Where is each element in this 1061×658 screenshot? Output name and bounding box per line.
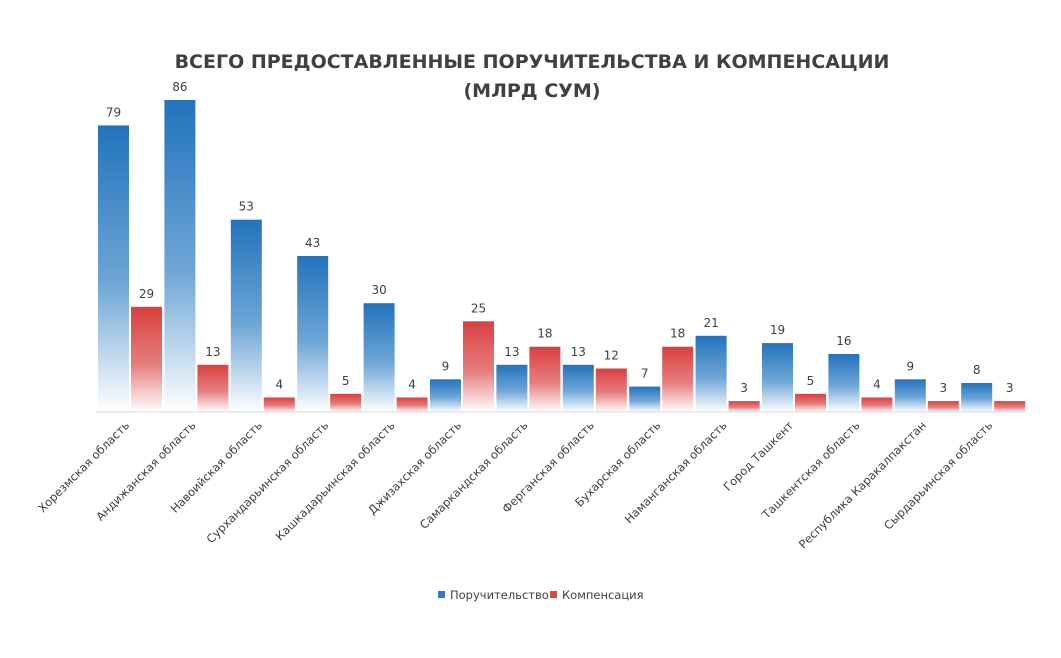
value-label-poruchitelstvo-8: 7 bbox=[641, 367, 649, 381]
value-label-kompensatsiya-13: 3 bbox=[1006, 381, 1014, 395]
bar-poruchitelstvo-3 bbox=[297, 256, 329, 412]
bar-poruchitelstvo-5 bbox=[430, 379, 461, 412]
value-label-kompensatsiya-12: 3 bbox=[939, 381, 947, 395]
bar-poruchitelstvo-6 bbox=[496, 364, 528, 412]
bar-poruchitelstvo-9 bbox=[695, 335, 727, 412]
value-label-poruchitelstvo-11: 16 bbox=[836, 334, 851, 348]
bar-poruchitelstvo-10 bbox=[762, 343, 793, 412]
x-tick-label-13: Сырдарьинская область bbox=[881, 418, 995, 532]
value-label-poruchitelstvo-2: 53 bbox=[239, 200, 254, 214]
value-label-kompensatsiya-2: 4 bbox=[275, 378, 283, 392]
x-tick-label-12: Республика Каракалпакстан bbox=[796, 418, 929, 551]
bar-poruchitelstvo-12 bbox=[894, 379, 926, 412]
bar-kompensatsiya-10 bbox=[795, 393, 826, 412]
value-label-kompensatsiya-9: 3 bbox=[740, 381, 748, 395]
value-label-poruchitelstvo-7: 13 bbox=[571, 345, 586, 359]
value-label-kompensatsiya-10: 5 bbox=[807, 374, 815, 388]
value-label-poruchitelstvo-4: 30 bbox=[371, 283, 386, 297]
bars-layer bbox=[98, 100, 1026, 413]
x-tick-label-10: Город Ташкент bbox=[721, 418, 797, 494]
bar-poruchitelstvo-2 bbox=[230, 219, 262, 412]
bar-poruchitelstvo-11 bbox=[828, 354, 860, 412]
value-label-kompensatsiya-4: 4 bbox=[408, 378, 416, 392]
value-label-poruchitelstvo-13: 8 bbox=[973, 363, 981, 377]
bar-kompensatsiya-5 bbox=[463, 321, 494, 412]
chart-title-line1: ВСЕГО ПРЕДОСТАВЛЕННЫЕ ПОРУЧИТЕЛЬСТВА И К… bbox=[175, 51, 890, 73]
value-label-poruchitelstvo-12: 9 bbox=[906, 359, 914, 373]
bar-kompensatsiya-12 bbox=[927, 401, 959, 412]
bar-kompensatsiya-2 bbox=[263, 397, 295, 412]
bar-kompensatsiya-11 bbox=[861, 397, 893, 412]
bar-poruchitelstvo-7 bbox=[562, 364, 594, 412]
value-label-poruchitelstvo-5: 9 bbox=[442, 359, 450, 373]
bar-poruchitelstvo-13 bbox=[961, 383, 993, 412]
legend-label-poruchitelstvo: Поручительство bbox=[450, 588, 549, 602]
bar-poruchitelstvo-8 bbox=[629, 386, 661, 412]
value-label-kompensatsiya-11: 4 bbox=[873, 378, 881, 392]
value-label-kompensatsiya-7: 12 bbox=[604, 349, 619, 363]
legend-swatch-poruchitelstvo bbox=[438, 591, 445, 598]
legend: Поручительство Компенсация bbox=[438, 588, 644, 602]
value-label-kompensatsiya-8: 18 bbox=[670, 327, 685, 341]
bar-poruchitelstvo-4 bbox=[363, 303, 395, 412]
bar-kompensatsiya-4 bbox=[396, 397, 428, 412]
bar-kompensatsiya-1 bbox=[197, 364, 229, 412]
value-label-kompensatsiya-3: 5 bbox=[342, 374, 350, 388]
bar-kompensatsiya-0 bbox=[131, 306, 162, 412]
value-label-poruchitelstvo-10: 19 bbox=[770, 323, 785, 337]
value-label-poruchitelstvo-1: 86 bbox=[172, 80, 187, 94]
bar-kompensatsiya-13 bbox=[994, 401, 1026, 412]
value-label-kompensatsiya-0: 29 bbox=[139, 287, 154, 301]
x-tick-label-3: Сурхандарьинская область bbox=[203, 418, 331, 546]
legend-label-kompensatsiya: Компенсация bbox=[562, 588, 644, 602]
bar-kompensatsiya-7 bbox=[595, 368, 627, 412]
value-label-poruchitelstvo-9: 21 bbox=[703, 316, 718, 330]
bar-poruchitelstvo-0 bbox=[98, 125, 129, 413]
value-label-poruchitelstvo-3: 43 bbox=[305, 236, 320, 250]
bar-kompensatsiya-8 bbox=[662, 346, 694, 412]
x-tick-label-6: Самаркандская область bbox=[417, 418, 531, 532]
bar-kompensatsiya-6 bbox=[529, 346, 561, 412]
x-tick-label-4: Кашкадарьинская область bbox=[273, 418, 398, 543]
legend-swatch-kompensatsiya bbox=[550, 591, 557, 598]
value-label-kompensatsiya-5: 25 bbox=[471, 301, 486, 315]
value-label-poruchitelstvo-0: 79 bbox=[106, 105, 121, 119]
bar-kompensatsiya-3 bbox=[330, 393, 362, 412]
bar-kompensatsiya-9 bbox=[728, 401, 760, 412]
bar-poruchitelstvo-1 bbox=[164, 100, 196, 412]
value-label-poruchitelstvo-6: 13 bbox=[504, 345, 519, 359]
chart-title-line2: (МЛРД СУМ) bbox=[463, 80, 600, 102]
value-label-kompensatsiya-1: 13 bbox=[205, 345, 220, 359]
value-label-kompensatsiya-6: 18 bbox=[537, 327, 552, 341]
